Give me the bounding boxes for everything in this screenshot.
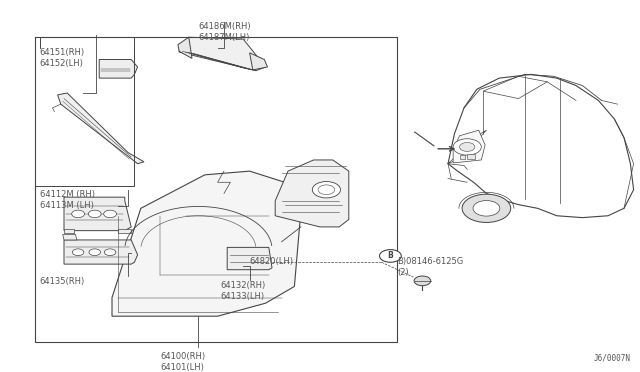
Text: 64186M(RH)
64187M(LH): 64186M(RH) 64187M(LH)	[198, 22, 251, 42]
Circle shape	[104, 210, 116, 218]
Circle shape	[312, 182, 340, 198]
Text: B: B	[388, 251, 393, 260]
Polygon shape	[227, 247, 272, 270]
Polygon shape	[460, 155, 465, 159]
Circle shape	[89, 249, 100, 256]
Circle shape	[380, 250, 401, 262]
Text: 64132(RH)
64133(LH): 64132(RH) 64133(LH)	[221, 281, 266, 301]
Circle shape	[414, 276, 431, 286]
Polygon shape	[64, 229, 74, 232]
Polygon shape	[99, 60, 138, 78]
Circle shape	[462, 194, 511, 222]
Text: 64151(RH)
64152(LH): 64151(RH) 64152(LH)	[40, 48, 85, 68]
Text: 64820(LH): 64820(LH)	[250, 257, 294, 266]
Polygon shape	[467, 154, 475, 159]
Polygon shape	[63, 234, 77, 240]
Text: J6/0007N: J6/0007N	[593, 354, 630, 363]
Text: 64112M (RH)
64113M (LH): 64112M (RH) 64113M (LH)	[40, 190, 95, 210]
Circle shape	[318, 185, 335, 195]
Circle shape	[88, 210, 101, 218]
Polygon shape	[483, 76, 547, 99]
Polygon shape	[275, 160, 349, 227]
Circle shape	[453, 139, 481, 155]
Polygon shape	[58, 93, 144, 164]
Circle shape	[72, 249, 84, 256]
Polygon shape	[118, 229, 131, 232]
Text: 64100(RH)
64101(LH): 64100(RH) 64101(LH)	[160, 352, 205, 372]
Circle shape	[473, 201, 500, 216]
Polygon shape	[64, 197, 131, 231]
Text: 64135(RH): 64135(RH)	[40, 277, 85, 286]
Polygon shape	[179, 37, 266, 71]
Polygon shape	[64, 240, 138, 264]
Circle shape	[104, 249, 116, 256]
Polygon shape	[448, 74, 634, 218]
Text: B)08146-6125G
(2): B)08146-6125G (2)	[397, 257, 463, 277]
Circle shape	[72, 210, 84, 218]
Polygon shape	[112, 171, 301, 316]
Polygon shape	[453, 130, 485, 163]
Polygon shape	[178, 37, 192, 58]
Polygon shape	[250, 53, 268, 70]
Circle shape	[460, 142, 475, 151]
